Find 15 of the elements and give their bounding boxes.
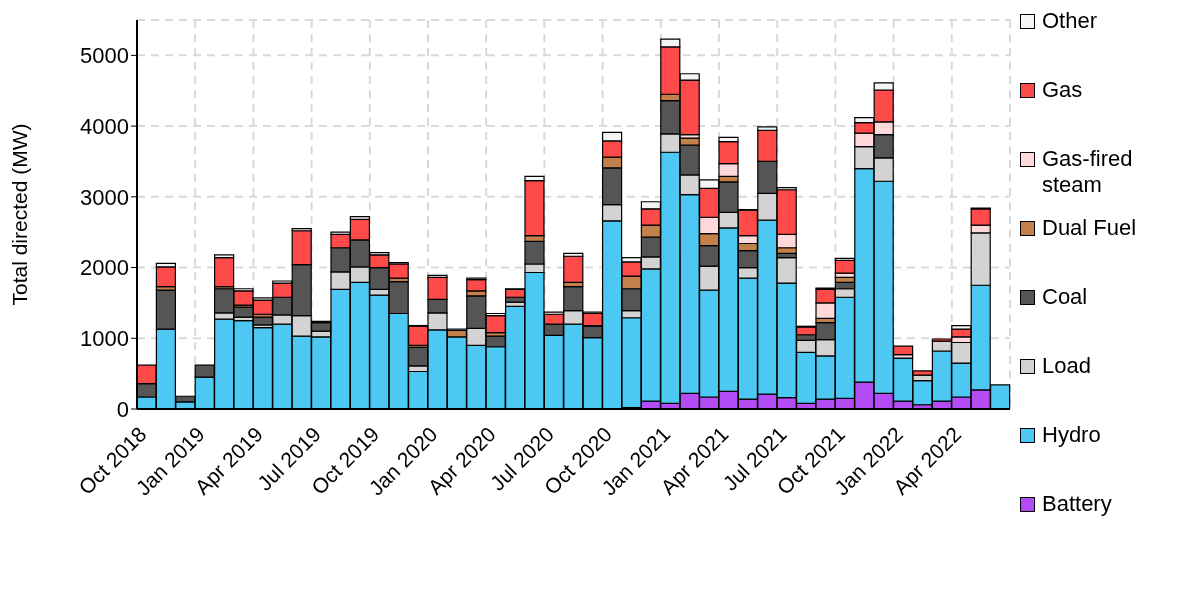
legend-label: Battery xyxy=(1042,491,1112,517)
legend-label: Gas xyxy=(1042,77,1083,103)
y-tick-label: 5000 xyxy=(80,43,129,69)
y-tick-label: 4000 xyxy=(80,113,129,139)
legend-label: Dual Fuel xyxy=(1042,215,1137,241)
y-axis-title: Total directed (MW) xyxy=(8,123,32,306)
y-tick-label: 3000 xyxy=(80,184,129,210)
y-tick-label: 0 xyxy=(116,396,129,422)
y-tick-label: 1000 xyxy=(80,326,129,352)
legend-label: Gas-fired steam xyxy=(1042,146,1134,198)
legend-label: Load xyxy=(1042,353,1091,379)
legend-label: Coal xyxy=(1042,284,1088,310)
legend-label: Hydro xyxy=(1042,422,1101,448)
y-tick-label: 2000 xyxy=(80,255,129,281)
legend-label: Other xyxy=(1042,8,1098,34)
